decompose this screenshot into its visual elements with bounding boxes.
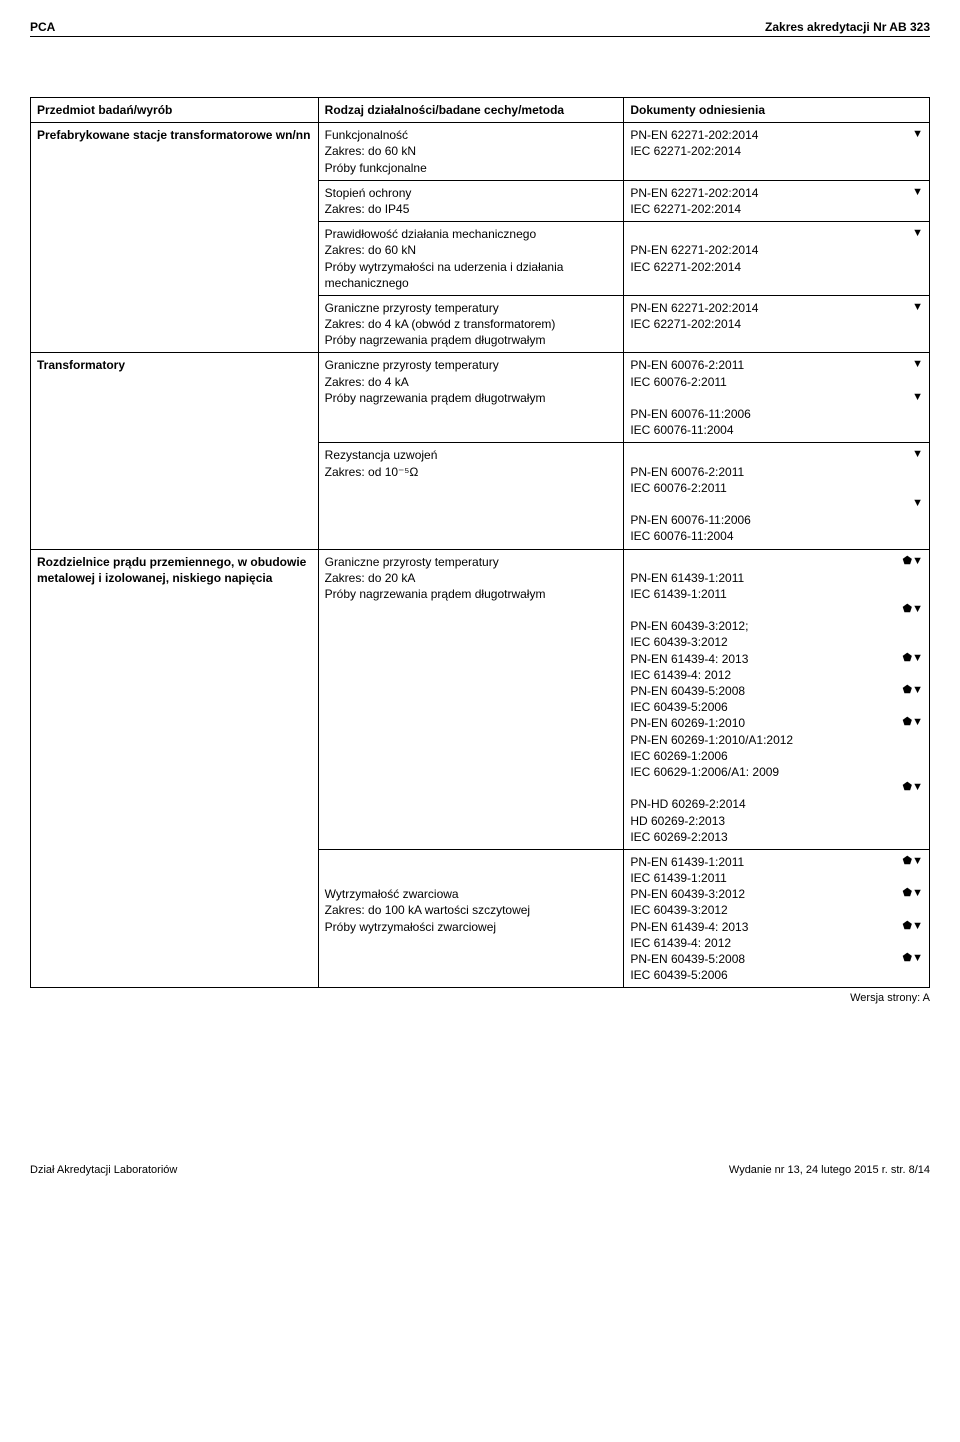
symbol-icon: ⬟▼ [899,602,923,617]
doc-text: PN-HD 60269-2:2014 HD 60269-2:2013 IEC 6… [630,780,898,845]
doc-block: PN-EN 61439-4: 2013 IEC 61439-4: 2012⬟▼ [630,919,923,951]
cell-method: Wytrzymałość zwarciowa Zakres: do 100 kA… [318,849,624,988]
cell-docs: PN-EN 61439-1:2011 IEC 61439-1:2011⬟▼ PN… [624,549,930,849]
cell-docs: PN-EN 60076-2:2011 IEC 60076-2:2011▼ PN-… [624,353,930,443]
down-triangle-icon: ▼ [908,300,923,315]
down-triangle-icon: ▼ [908,447,923,462]
doc-text: PN-EN 60439-5:2008 IEC 60439-5:2006 [630,951,898,983]
doc-text: PN-EN 60439-3:2012; IEC 60439-3:2012 [630,602,898,651]
down-triangle-icon: ▼ [908,390,923,405]
symbol-icon: ⬟▼ [899,886,923,901]
doc-text: PN-EN 61439-1:2011 IEC 61439-1:2011 [630,854,898,886]
doc-block: PN-EN 61439-4: 2013 IEC 61439-4: 2012⬟▼ [630,651,923,683]
symbol-icon: ⬟▼ [899,683,923,698]
cell-method: Funkcjonalność Zakres: do 60 kN Próby fu… [318,123,624,181]
cell-docs: PN-EN 60076-2:2011 IEC 60076-2:2011▼ PN-… [624,443,930,549]
cell-subject: Transformatory [31,353,319,549]
version-label: Wersja strony: A [30,992,930,1004]
down-triangle-icon: ▼ [908,357,923,372]
th-documents: Dokumenty odniesienia [624,98,930,123]
doc-text: PN-EN 61439-4: 2013 IEC 61439-4: 2012 [630,651,898,683]
doc-text: PN-EN 60439-3:2012 IEC 60439-3:2012 [630,886,898,918]
th-subject: Przedmiot badań/wyrób [31,98,319,123]
page-footer: Dział Akredytacji Laboratoriów Wydanie n… [30,1164,930,1176]
doc-block: PN-EN 60439-3:2012 IEC 60439-3:2012⬟▼ [630,886,923,918]
symbol-icon: ⬟▼ [899,651,923,666]
footer-right: Wydanie nr 13, 24 lutego 2015 r. str. 8/… [729,1164,930,1176]
symbol-icon: ⬟▼ [899,554,923,569]
down-triangle-icon: ▼ [908,226,923,241]
cell-subject: Prefabrykowane stacje transformatorowe w… [31,123,319,353]
symbol-icon: ⬟▼ [899,715,923,730]
table-row: Prefabrykowane stacje transformatorowe w… [31,123,930,181]
doc-text: PN-EN 60439-5:2008 IEC 60439-5:2006 [630,683,898,715]
cell-subject: Rozdzielnice prądu przemiennego, w obudo… [31,549,319,988]
doc-block: PN-EN 60269-1:2010 PN-EN 60269-1:2010/A1… [630,715,923,780]
table-header-row: Przedmiot badań/wyrób Rodzaj działalnośc… [31,98,930,123]
cell-method: Graniczne przyrosty temperatury Zakres: … [318,295,624,353]
table-row: Transformatory Graniczne przyrosty tempe… [31,353,930,443]
table-row: Rozdzielnice prądu przemiennego, w obudo… [31,549,930,849]
accreditation-table: Przedmiot badań/wyrób Rodzaj działalnośc… [30,97,930,988]
cell-docs: PN-EN 62271-202:2014 IEC 62271-202:2014▼ [624,180,930,221]
cell-docs: PN-EN 61439-1:2011 IEC 61439-1:2011⬟▼PN-… [624,849,930,988]
cell-method: Stopień ochrony Zakres: do IP45 [318,180,624,221]
doc-text: PN-EN 61439-4: 2013 IEC 61439-4: 2012 [630,919,898,951]
cell-docs: PN-EN 62271-202:2014 IEC 62271-202:2014▼ [624,222,930,296]
doc-block: PN-EN 61439-1:2011 IEC 61439-1:2011⬟▼ [630,854,923,886]
cell-method: Prawidłowość działania mechanicznego Zak… [318,222,624,296]
down-triangle-icon: ▼ [908,496,923,511]
header-left: PCA [30,20,55,34]
doc-block: PN-HD 60269-2:2014 HD 60269-2:2013 IEC 6… [630,780,923,845]
doc-block: PN-EN 60439-5:2008 IEC 60439-5:2006⬟▼ [630,951,923,983]
symbol-icon: ⬟▼ [899,780,923,795]
th-method: Rodzaj działalności/badane cechy/metoda [318,98,624,123]
symbol-icon: ⬟▼ [899,854,923,869]
cell-method: Graniczne przyrosty temperatury Zakres: … [318,549,624,849]
page-header: PCA Zakres akredytacji Nr AB 323 [30,20,930,37]
doc-block: PN-EN 60439-3:2012; IEC 60439-3:2012⬟▼ [630,602,923,651]
down-triangle-icon: ▼ [908,127,923,142]
symbol-icon: ⬟▼ [899,951,923,966]
header-right: Zakres akredytacji Nr AB 323 [765,20,930,34]
doc-block: PN-EN 60439-5:2008 IEC 60439-5:2006⬟▼ [630,683,923,715]
footer-left: Dział Akredytacji Laboratoriów [30,1164,177,1176]
doc-block: PN-EN 61439-1:2011 IEC 61439-1:2011⬟▼ [630,554,923,603]
doc-text: PN-EN 60269-1:2010 PN-EN 60269-1:2010/A1… [630,715,898,780]
symbol-icon: ⬟▼ [899,919,923,934]
cell-docs: PN-EN 62271-202:2014 IEC 62271-202:2014▼ [624,123,930,181]
cell-docs: PN-EN 62271-202:2014 IEC 62271-202:2014▼ [624,295,930,353]
cell-method: Graniczne przyrosty temperatury Zakres: … [318,353,624,443]
cell-method: Rezystancja uzwojeń Zakres: od 10⁻⁵Ω [318,443,624,549]
doc-text: PN-EN 61439-1:2011 IEC 61439-1:2011 [630,554,898,603]
down-triangle-icon: ▼ [908,185,923,200]
